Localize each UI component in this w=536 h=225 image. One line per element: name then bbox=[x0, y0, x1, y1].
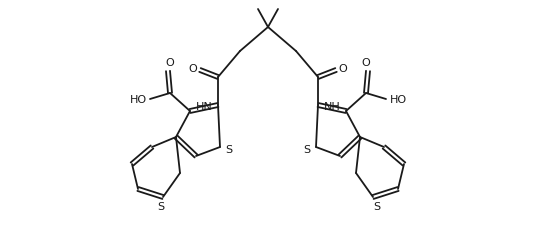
Text: O: O bbox=[339, 64, 347, 74]
Text: S: S bbox=[226, 144, 233, 154]
Text: S: S bbox=[303, 144, 310, 154]
Text: HO: HO bbox=[390, 94, 407, 105]
Text: O: O bbox=[189, 64, 197, 74]
Text: HN: HN bbox=[196, 101, 212, 112]
Text: O: O bbox=[362, 58, 370, 68]
Text: NH: NH bbox=[324, 101, 340, 112]
Text: S: S bbox=[374, 201, 381, 211]
Text: O: O bbox=[166, 58, 174, 68]
Text: S: S bbox=[158, 201, 165, 211]
Text: HO: HO bbox=[129, 94, 146, 105]
